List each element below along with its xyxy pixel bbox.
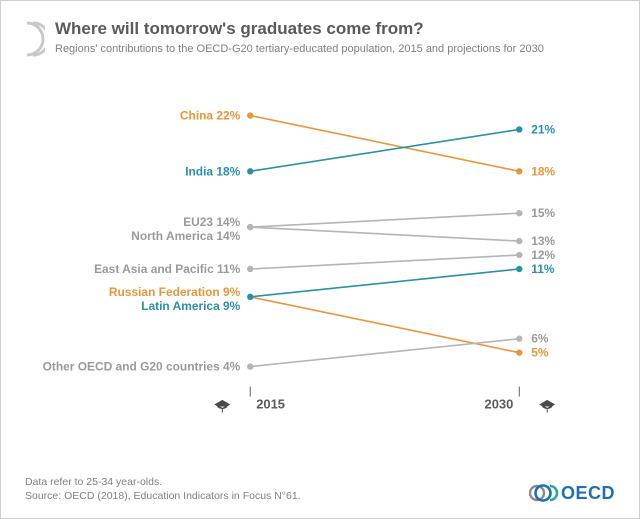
series-right-label: 12% (531, 248, 555, 262)
series-left-label: East Asia and Pacific 11% (94, 262, 241, 276)
series-left-label: North America 14% (131, 229, 240, 243)
series-line (250, 227, 519, 241)
series-marker-left (247, 266, 253, 272)
series-marker-right (516, 252, 522, 258)
series-right-label: 5% (531, 346, 549, 360)
series-marker-right (516, 266, 522, 272)
series-marker-right (516, 238, 522, 244)
series-line (250, 129, 519, 171)
series-left-label: Russian Federation 9% (109, 285, 241, 299)
oecd-rings-icon (529, 482, 559, 504)
series-right-label: 6% (531, 332, 549, 346)
axis-label-2030: 2030 (485, 396, 514, 411)
series-right-label: 18% (531, 164, 555, 178)
series-marker-left (247, 224, 253, 230)
footer: Data refer to 25-34 year-olds. Source: O… (25, 475, 615, 504)
oecd-logo: OECD (529, 482, 615, 504)
series-line (250, 255, 519, 269)
series-right-label: 21% (531, 122, 555, 136)
series-right-label: 15% (531, 206, 555, 220)
footnote-line2: Source: OECD (2018), Education Indicator… (25, 489, 301, 504)
slope-chart: 2015 2030 China 22% India 18% EU23 14%North … (41, 91, 599, 431)
series-left-label: EU23 14% (183, 215, 240, 229)
series-marker-right (516, 336, 522, 342)
oecd-chevron-icon (25, 21, 45, 57)
series-marker-left (247, 294, 253, 300)
series-right-label: 11% (531, 262, 555, 276)
axis-label-2015: 2015 (256, 396, 285, 411)
series-line (250, 297, 519, 353)
series-line (250, 116, 519, 172)
oecd-logo-text: OECD (561, 483, 615, 504)
header: Where will tomorrow's graduates come fro… (1, 1, 639, 65)
series-marker-left (247, 363, 253, 369)
series-marker-left (247, 112, 253, 118)
series-marker-right (516, 349, 522, 355)
series-left-label: Latin America 9% (141, 299, 240, 313)
series-line (250, 213, 519, 227)
chart-subtitle: Regions' contributions to the OECD-G20 t… (55, 43, 615, 55)
series-left-label: Other OECD and G20 countries 4% (43, 360, 241, 374)
series-marker-right (516, 168, 522, 174)
series-right-label: 13% (531, 234, 555, 248)
footnote-line1: Data refer to 25-34 year-olds. (25, 475, 301, 490)
series-left-label: India 18% (185, 164, 240, 178)
series-line (250, 339, 519, 367)
series-marker-right (516, 126, 522, 132)
series-marker-right (516, 210, 522, 216)
series-left-label: China 22% (180, 109, 241, 123)
footnote: Data refer to 25-34 year-olds. Source: O… (25, 475, 301, 504)
chart-title: Where will tomorrow's graduates come fro… (55, 19, 615, 39)
series-line (250, 269, 519, 297)
series-marker-left (247, 168, 253, 174)
